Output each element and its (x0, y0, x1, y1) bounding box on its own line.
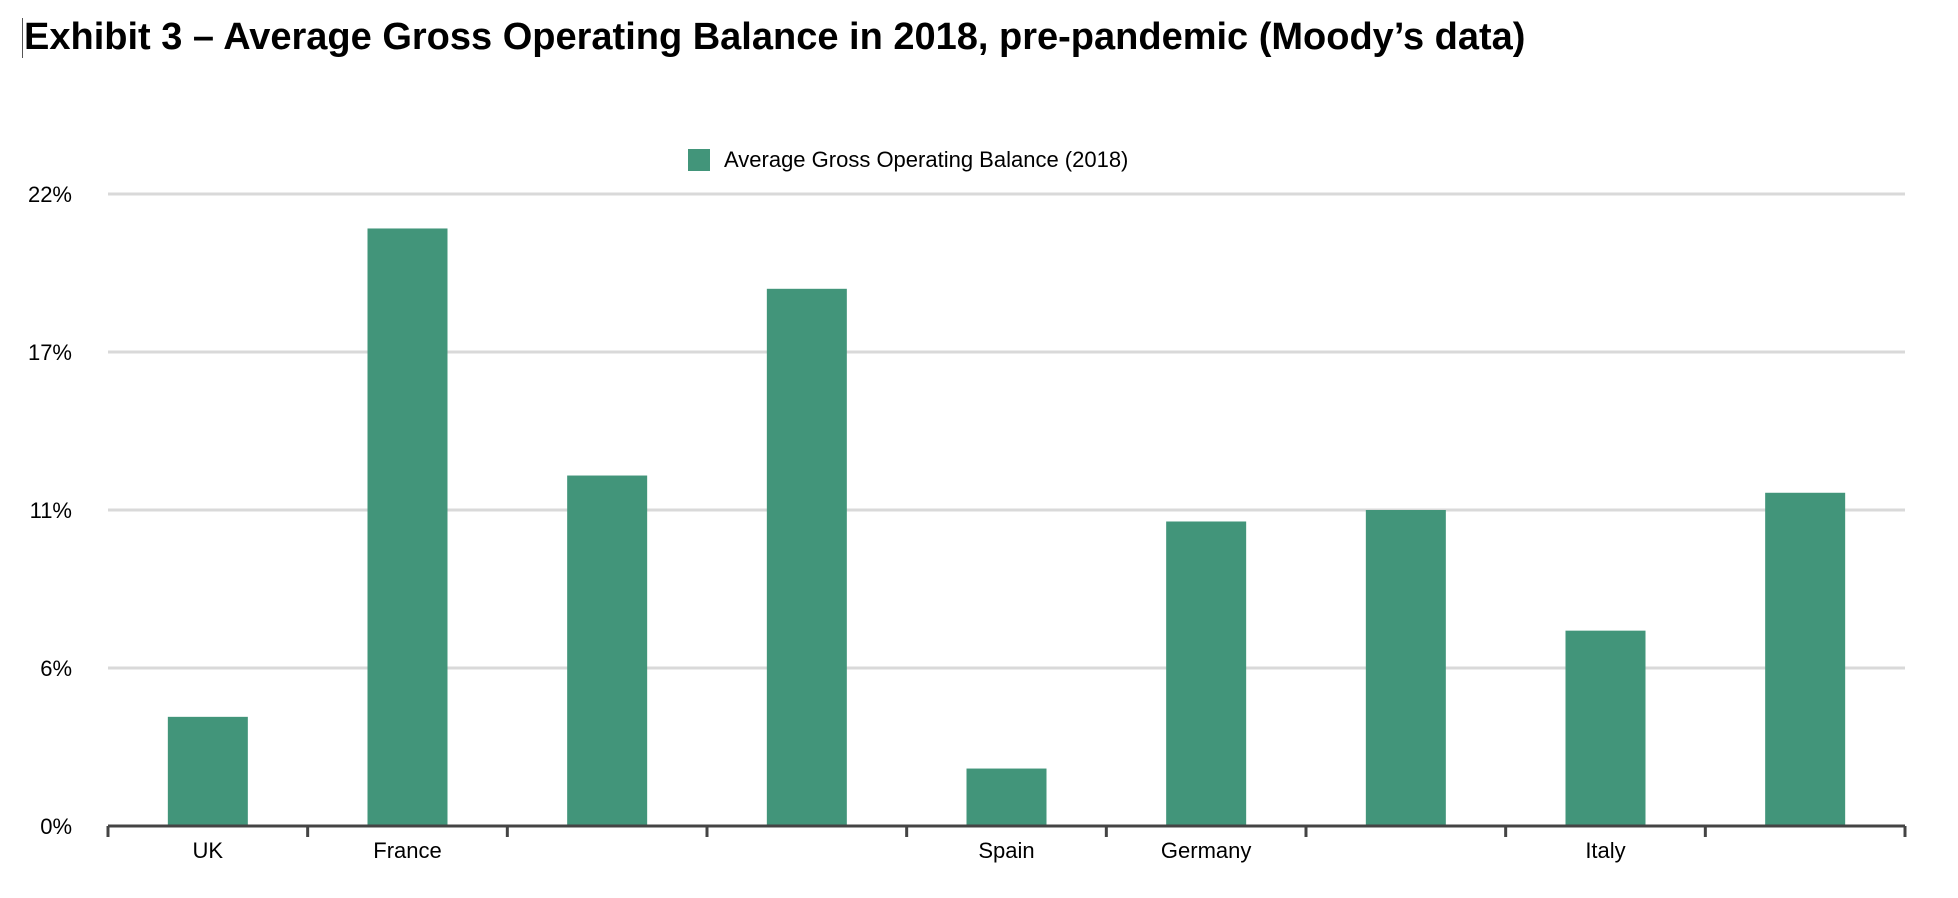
bar (1565, 630, 1646, 826)
x-axis (106, 824, 1907, 837)
text-cursor (22, 18, 23, 58)
bar (167, 716, 248, 826)
x-axis-labels: UK France Spain Germany Italy (193, 838, 1626, 863)
x-tick-label: France (373, 838, 441, 863)
bars (167, 228, 1846, 827)
y-tick-label: 22% (28, 182, 72, 207)
bar (1365, 510, 1446, 826)
x-tick-label: Spain (978, 838, 1034, 863)
legend: Average Gross Operating Balance (2018) (688, 144, 1128, 176)
y-tick-label: 11% (30, 498, 72, 523)
x-tick-label: Germany (1161, 838, 1251, 863)
legend-label: Average Gross Operating Balance (2018) (724, 147, 1129, 172)
bar (1765, 492, 1846, 826)
bar (567, 475, 648, 826)
x-tick-label: UK (193, 838, 224, 863)
chart-title: Exhibit 3 – Average Gross Operating Bala… (24, 16, 1526, 58)
y-axis-ticks: 0% 6% 11% 17% 22% (28, 182, 72, 839)
bar (966, 768, 1047, 826)
y-tick-label: 6% (40, 656, 72, 681)
bar (1166, 521, 1247, 826)
x-tick-label: Italy (1585, 838, 1625, 863)
y-tick-label: 0% (40, 814, 72, 839)
legend-swatch (688, 149, 710, 171)
bar (367, 228, 448, 827)
y-tick-label: 17% (28, 340, 72, 365)
bar (766, 288, 847, 826)
